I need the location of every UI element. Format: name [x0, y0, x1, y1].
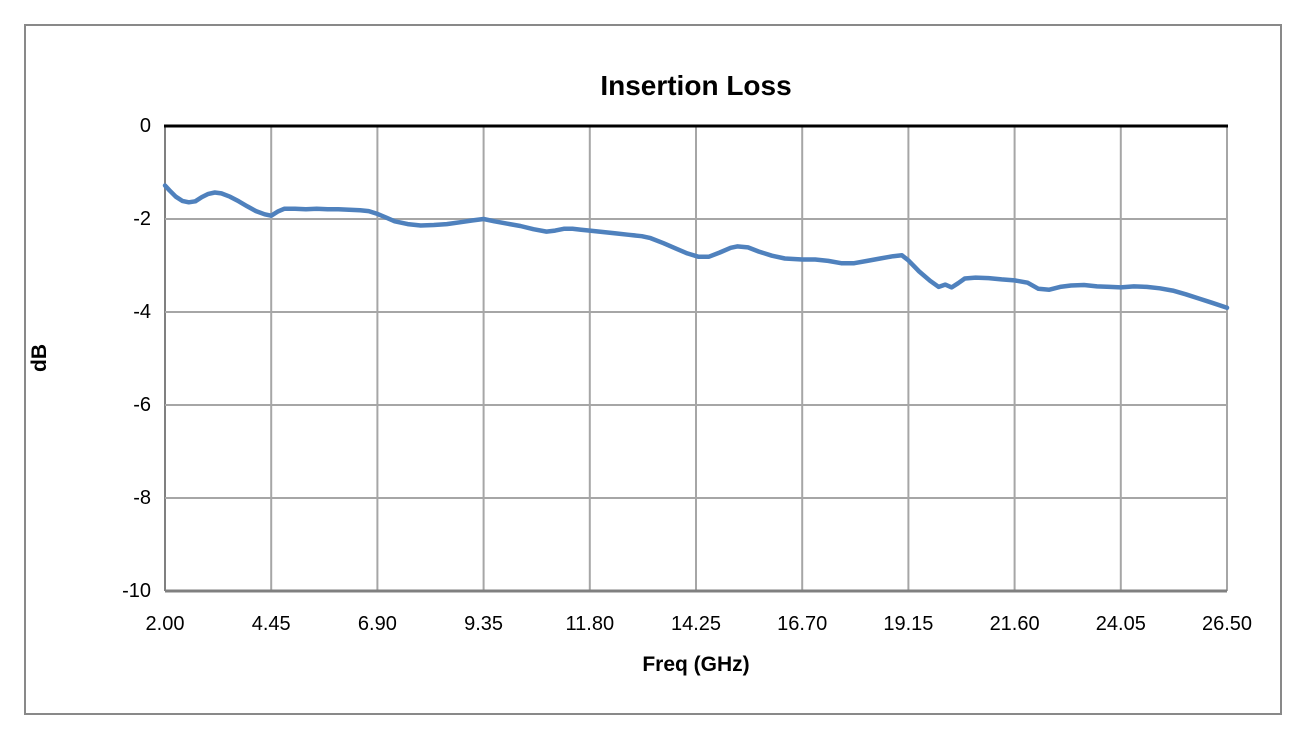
x-tick-label: 21.60 — [989, 613, 1040, 635]
x-tick-label: 6.90 — [357, 613, 397, 635]
y-tick-label: -10 — [122, 580, 151, 602]
x-tick-label: 26.50 — [1201, 613, 1253, 635]
x-axis-title: Freq (GHz) — [642, 653, 750, 676]
y-tick-label: -2 — [133, 208, 151, 230]
x-tick-label: 9.35 — [464, 613, 504, 635]
y-tick-label: 0 — [139, 115, 151, 137]
y-tick-label: -6 — [133, 394, 151, 416]
chart-title: Insertion Loss — [600, 70, 792, 101]
x-tick-label: 14.25 — [670, 613, 722, 635]
x-tick-label: 2.00 — [145, 613, 185, 635]
y-axis-title: dB — [28, 344, 51, 372]
x-tick-label: 19.15 — [883, 613, 934, 635]
x-tick-label: 11.80 — [565, 613, 615, 635]
x-tick-label: 16.70 — [777, 613, 828, 635]
y-tick-label: -8 — [133, 487, 151, 509]
chart-border — [24, 24, 1282, 715]
y-tick-label: -4 — [133, 301, 151, 323]
series-line — [162, 183, 1230, 311]
x-tick-label: 4.45 — [251, 613, 291, 635]
x-tick-label: 24.05 — [1095, 613, 1146, 635]
